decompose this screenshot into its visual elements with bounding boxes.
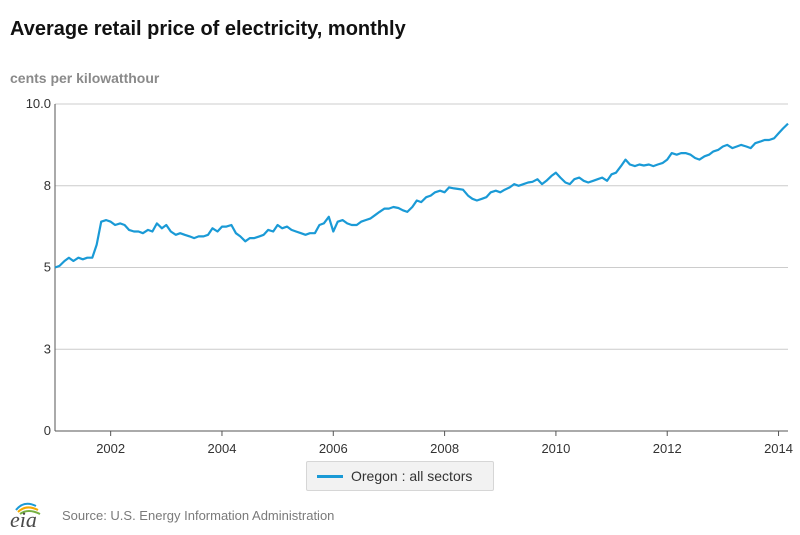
line-chart: 0 3 5 8 10.0 2002 2004 2006 2008 2010 2012 2014 xyxy=(26,96,793,456)
x-tick-label: 2002 xyxy=(96,441,125,456)
legend-label[interactable]: Oregon : all sectors xyxy=(351,468,473,484)
series-line-oregon xyxy=(54,122,789,269)
y-axis-tick-labels: 0 3 5 8 10.0 xyxy=(26,96,51,438)
x-tick-label: 2012 xyxy=(653,441,682,456)
y-tick-label: 10.0 xyxy=(26,96,51,111)
y-tick-label: 8 xyxy=(44,178,51,193)
footer: eia Source: U.S. Energy Information Admi… xyxy=(8,500,335,532)
x-tick-label: 2008 xyxy=(430,441,459,456)
y-tick-label: 3 xyxy=(44,341,51,356)
series-group xyxy=(54,122,789,269)
eia-logo-icon xyxy=(15,502,41,515)
gridlines xyxy=(55,103,788,350)
source-note: Source: U.S. Energy Information Administ… xyxy=(62,507,335,523)
x-axis-tick-labels: 2002 2004 2006 2008 2010 2012 2014 xyxy=(96,441,793,456)
units-label: cents per kilowatthour xyxy=(10,70,160,86)
legend-swatch xyxy=(317,474,343,478)
x-tick-label: 2014 xyxy=(764,441,793,456)
chart-title: Average retail price of electricity, mon… xyxy=(10,18,406,40)
x-tick-label: 2004 xyxy=(208,441,237,456)
legend[interactable]: Oregon : all sectors xyxy=(306,461,494,491)
x-tick-label: 2010 xyxy=(541,441,570,456)
x-tick-label: 2006 xyxy=(319,441,348,456)
eia-logo: eia xyxy=(8,500,48,532)
y-tick-label: 5 xyxy=(44,260,51,275)
y-tick-label: 0 xyxy=(44,423,51,438)
eia-logo-text: eia xyxy=(10,507,37,532)
